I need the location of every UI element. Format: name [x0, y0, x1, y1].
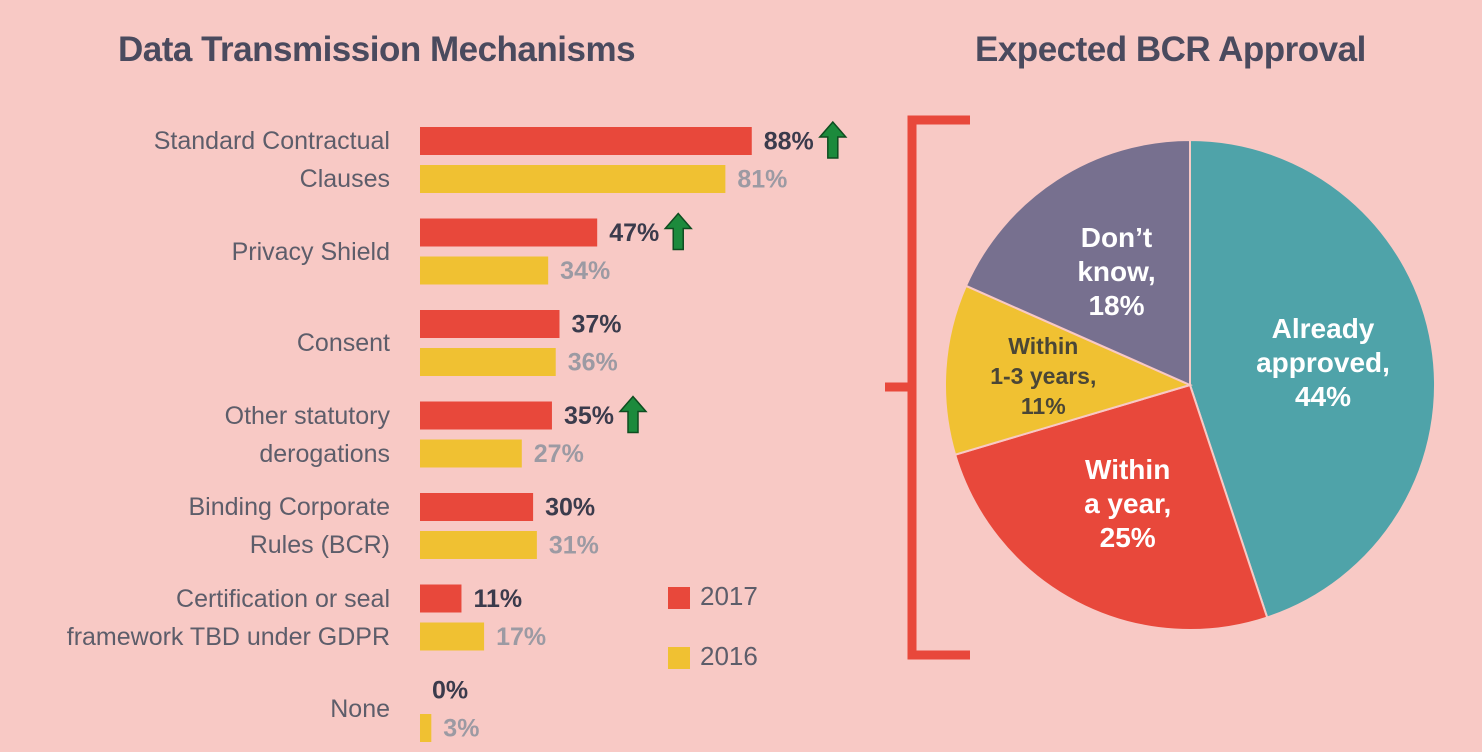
value-label: 37% [571, 311, 621, 339]
value-label: 3% [443, 715, 479, 743]
category-label: Standard Contractual Clauses [153, 127, 390, 193]
slice-value: 18% [1088, 290, 1145, 322]
pie-slice [1189, 138, 1436, 619]
category-label: None [330, 695, 390, 723]
category-label: Binding Corporate Rules (BCR) [188, 493, 390, 559]
slice-value: 11% [1020, 392, 1066, 419]
bar [420, 622, 485, 651]
slice-label: Within 1-3 years, 11% [990, 331, 1096, 421]
slice-label: Already approved, 44% [1256, 312, 1390, 414]
bracket [885, 115, 970, 660]
bar [420, 348, 556, 376]
slice-label: Within a year, 25% [1084, 453, 1171, 555]
category-label: Privacy Shield [231, 237, 390, 266]
slice-category: Within a year, [1084, 454, 1172, 520]
slice-value: 44% [1294, 381, 1352, 413]
category-label: Certification or seal framework TBD unde… [66, 584, 390, 651]
bar-chart-title: Data Transmission Mechanisms [118, 30, 636, 69]
legend-label: 2016 [700, 641, 758, 671]
increase-arrow [818, 120, 848, 159]
value-label: 47% [609, 219, 659, 247]
bar [420, 127, 752, 155]
value-label: 35% [564, 402, 614, 430]
value-label: 36% [568, 349, 618, 377]
pie-slice [944, 284, 1193, 456]
pie-chart-title: Expected BCR Approval [975, 30, 1366, 69]
bar [420, 439, 522, 468]
bar [420, 714, 432, 742]
legend-swatch [668, 647, 690, 669]
slice-category: Within 1-3 years, [990, 332, 1097, 389]
bar [420, 584, 462, 613]
legend-swatch [668, 587, 690, 609]
pie-slice [953, 383, 1269, 631]
bar [420, 531, 537, 559]
value-label: 31% [549, 532, 599, 560]
value-label: 88% [764, 128, 814, 156]
bar [420, 165, 726, 193]
slice-category: Don’t know, [1077, 222, 1156, 288]
bar [420, 256, 549, 285]
increase-arrow [663, 212, 693, 251]
value-label: 0% [432, 677, 468, 705]
slice-value: 25% [1099, 522, 1156, 554]
slice-category: Already approved, [1256, 313, 1390, 379]
bar [420, 401, 552, 430]
pie-slice [964, 138, 1191, 387]
legend-label: 2017 [700, 581, 758, 611]
value-label: 30% [545, 494, 595, 522]
value-label: 17% [496, 623, 546, 651]
value-label: 34% [560, 257, 610, 285]
slice-label: Don’t know, 18% [1077, 221, 1155, 323]
bar [420, 493, 534, 521]
value-label: 27% [534, 440, 584, 468]
bar [420, 218, 598, 247]
category-label: Consent [296, 329, 390, 357]
value-label: 11% [473, 585, 522, 613]
category-label: Other statutory derogations [224, 401, 390, 468]
value-label: 81% [737, 166, 787, 194]
bar [420, 310, 560, 338]
increase-arrow [618, 395, 648, 434]
